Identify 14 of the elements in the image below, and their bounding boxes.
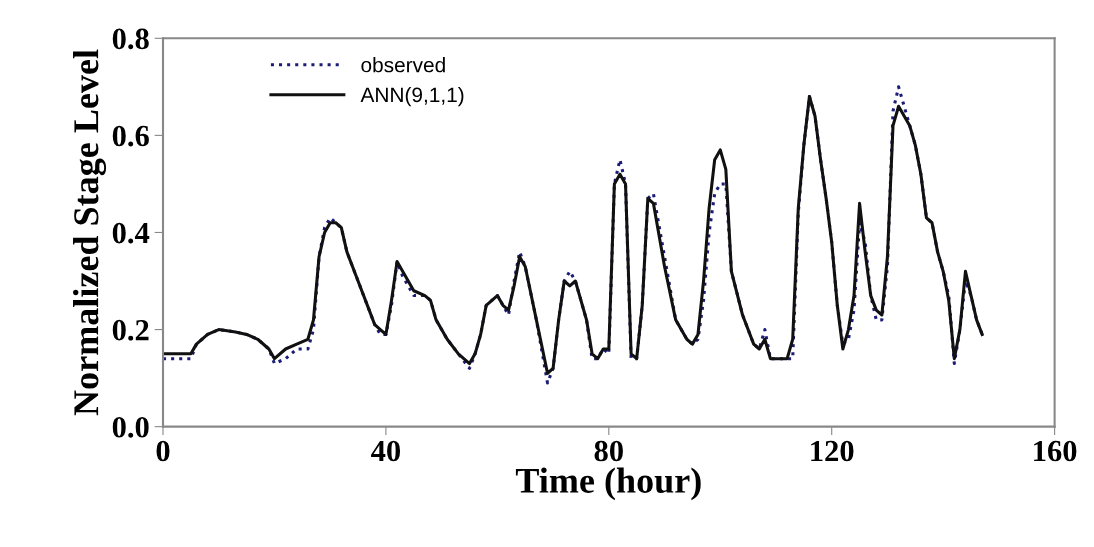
y-tick-label: 0.4 — [112, 222, 150, 244]
legend-label: observed — [361, 57, 445, 73]
y-tick-label: 0.2 — [112, 319, 149, 341]
y-tick-label: 0.0 — [112, 416, 149, 438]
y-tick-label: 0.8 — [112, 28, 149, 50]
legend-label: ANN(9,1,1) — [360, 86, 464, 107]
x-axis-title: Time (hour) — [515, 467, 701, 501]
x-tick-label: 120 — [811, 440, 854, 462]
x-tick-label: 160 — [1034, 440, 1077, 462]
x-tick-label: 0 — [156, 440, 170, 462]
y-tick-label: 0.6 — [112, 125, 149, 147]
x-tick-label: 40 — [371, 440, 401, 462]
y-axis-title: Normalized Stage Level — [73, 49, 107, 416]
x-tick-label: 80 — [594, 440, 623, 462]
